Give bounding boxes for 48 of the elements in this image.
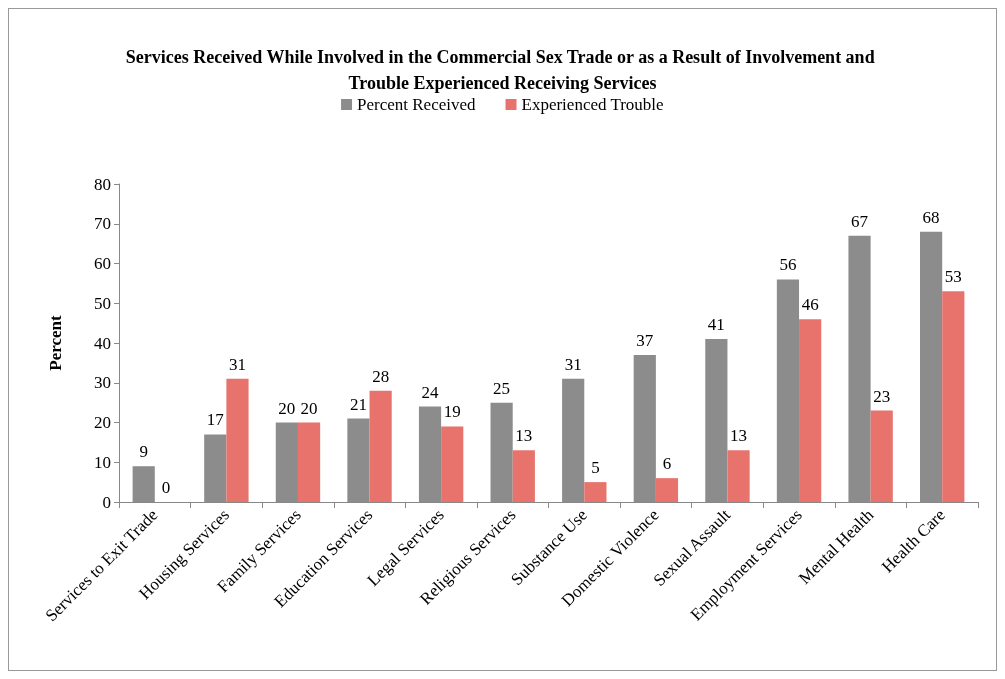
data-label: 20: [300, 398, 318, 418]
legend-label: Percent Received: [357, 95, 477, 114]
data-label: 5: [591, 458, 600, 478]
data-label: 13: [515, 426, 533, 446]
y-tick-label: 0: [102, 492, 111, 512]
data-label: 31: [564, 354, 582, 374]
y-tick-label: 30: [94, 373, 111, 393]
y-tick-label: 60: [94, 254, 111, 273]
bar: [799, 319, 822, 502]
data-label: 46: [801, 295, 819, 315]
bar: [727, 450, 750, 502]
y-tick-label: 20: [94, 413, 111, 432]
y-tick-label: 70: [94, 214, 111, 234]
data-label: 41: [707, 315, 725, 335]
data-label: 67: [851, 211, 869, 231]
data-label: 68: [922, 207, 940, 227]
data-label: 13: [730, 426, 748, 446]
data-label: 21: [349, 394, 367, 414]
y-tick-label: 40: [94, 333, 111, 353]
data-label: 17: [206, 410, 225, 430]
data-label: 19: [443, 402, 461, 422]
y-tick-label: 10: [94, 452, 111, 472]
y-tick-label: 50: [94, 293, 111, 313]
bar: [942, 291, 965, 502]
data-label: 25: [493, 378, 511, 398]
data-label: 53: [944, 267, 962, 287]
bar: [512, 450, 535, 502]
data-label: 31: [228, 354, 246, 374]
data-label: 0: [161, 478, 171, 497]
data-label: 28: [372, 366, 390, 386]
legend-label: Experienced Trouble: [521, 95, 664, 114]
bar: [226, 378, 249, 502]
chart-title: Services Received While Involved in the Commercial Sex Trade or as a Result of Involvement and Trouble Experienced Receiving Services: [125, 47, 880, 93]
y-axis-title: Percent: [46, 314, 65, 371]
y-tick-label: 80: [94, 174, 111, 194]
data-label: 37: [636, 330, 654, 350]
bar: [584, 482, 607, 502]
bar: [441, 426, 464, 502]
bar: [870, 410, 893, 502]
bar: [297, 422, 321, 502]
data-label: 20: [278, 398, 296, 418]
data-label: 6: [662, 454, 672, 474]
bar: [369, 390, 392, 502]
data-label: 23: [873, 386, 891, 406]
data-label: 56: [779, 255, 797, 275]
bar: [655, 478, 679, 502]
data-label: 9: [139, 442, 148, 462]
data-label: 24: [421, 382, 440, 402]
